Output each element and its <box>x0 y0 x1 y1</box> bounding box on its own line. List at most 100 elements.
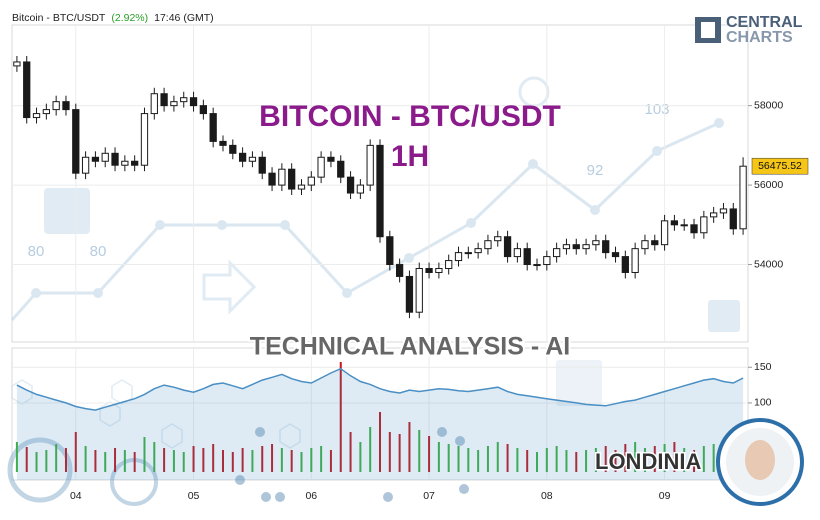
volume-bar <box>290 450 293 472</box>
candles <box>13 55 747 319</box>
candle-body <box>52 101 60 111</box>
volume-bar <box>35 452 38 472</box>
candle-body <box>543 256 551 266</box>
candle-body <box>72 109 80 174</box>
logo-text: CENTRAL <box>726 14 803 31</box>
candle-body <box>386 236 394 266</box>
volume-bar <box>565 450 568 472</box>
candle-body <box>474 248 482 254</box>
candle-body <box>494 236 502 242</box>
x-tick-label: 04 <box>70 490 82 502</box>
candle-body <box>131 160 139 166</box>
candle-body <box>42 109 50 115</box>
candle-body <box>101 152 109 162</box>
candle-body <box>405 275 414 313</box>
volume-bar <box>388 432 391 472</box>
volume-bar <box>163 448 166 472</box>
candle-body <box>739 165 747 230</box>
volume-bar <box>585 450 588 472</box>
watermark-subtitle: TECHNICAL ANALYSIS - AI <box>250 333 570 361</box>
candle-body <box>503 236 512 258</box>
volume-bar <box>496 442 499 472</box>
volume-bar <box>379 412 381 472</box>
volume-bar <box>261 446 264 472</box>
volume-bar <box>712 444 715 472</box>
volume-bar <box>280 448 283 472</box>
volume-bar <box>418 430 421 472</box>
volume-bar <box>398 434 401 472</box>
candle-body <box>219 140 227 146</box>
last-price-tag <box>751 157 809 175</box>
candle-body <box>317 156 325 178</box>
volume-bar <box>663 444 666 472</box>
candle-body <box>32 113 41 119</box>
avatar <box>716 418 804 506</box>
candle-body <box>700 216 708 234</box>
volume-bar <box>329 450 332 472</box>
candle-body <box>454 252 463 262</box>
volume-bar <box>408 422 411 472</box>
watermark-icon <box>556 360 602 406</box>
volume-bar <box>369 427 372 472</box>
candle-body <box>288 168 296 190</box>
volume-bar <box>506 444 509 472</box>
watermark-arrow <box>202 259 257 315</box>
logo-icon-inner <box>701 22 715 38</box>
volume-bar <box>153 442 156 472</box>
candle-body <box>23 61 31 119</box>
volume-bar <box>428 436 431 472</box>
avatar-face <box>745 440 775 480</box>
volume-bar <box>555 446 558 472</box>
candle-body <box>346 176 355 194</box>
volume-bar <box>624 444 627 472</box>
logo: CENTRAL CHARTS <box>695 14 803 46</box>
candle-body <box>268 172 276 186</box>
candle-body <box>651 240 659 246</box>
y-tick-label: 54000 <box>754 258 783 270</box>
candle-body <box>62 101 70 111</box>
volume-bar <box>693 450 696 472</box>
candle-body <box>621 256 629 273</box>
candle-body <box>513 248 522 258</box>
candle-body <box>111 152 119 166</box>
volume-bar <box>545 448 548 472</box>
volume-bar <box>104 452 107 472</box>
volume-bar <box>300 452 303 472</box>
volume-bar <box>683 448 686 472</box>
watermark-timeframe: 1H <box>391 140 429 173</box>
volume-bar <box>202 448 205 472</box>
candle-body <box>337 160 345 178</box>
volume-bar <box>643 448 646 472</box>
candle-body <box>435 268 443 273</box>
axes: 54000 56000 58000 100 150 04 05 06 07 08 09 56475.5… <box>70 99 809 502</box>
candle-body <box>170 101 178 107</box>
volume-bar <box>15 442 18 472</box>
watermark-title: BITCOIN - BTC/USDT <box>259 100 561 133</box>
brand: LONDINIA <box>595 449 701 474</box>
volume-bar <box>192 446 195 472</box>
header-time: 17:46 (GMT) <box>154 12 214 24</box>
last-price-label: 56475.52 <box>758 160 802 172</box>
dots-decor <box>235 427 469 502</box>
volume-bar <box>536 452 539 472</box>
volume-bar <box>45 450 48 472</box>
candle-body <box>484 240 492 250</box>
candle-body <box>13 61 21 67</box>
volume-bar <box>467 448 470 472</box>
indicator-area <box>16 368 744 480</box>
watermark-icon <box>708 300 740 332</box>
volume-bar <box>94 450 97 472</box>
candle-body <box>533 264 541 267</box>
volume-bar <box>212 444 215 472</box>
lower-panel <box>11 347 749 481</box>
candle-body <box>729 208 737 230</box>
candle-body <box>327 156 335 162</box>
x-tick-label: 05 <box>188 490 200 502</box>
candle-body <box>199 105 208 115</box>
candle-body <box>660 220 669 246</box>
candle-body <box>238 152 247 162</box>
candle-body <box>297 184 306 190</box>
header-symbol: Bitcoin - BTC/USDT <box>12 12 106 24</box>
candle-body <box>445 260 453 270</box>
volume-bar <box>182 452 185 472</box>
